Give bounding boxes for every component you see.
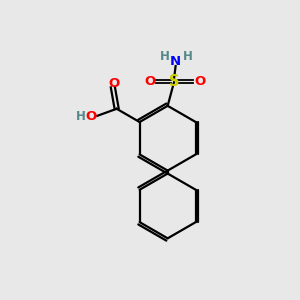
Text: H: H (182, 50, 192, 63)
Text: H: H (160, 50, 170, 63)
Text: S: S (169, 74, 179, 89)
Text: O: O (194, 75, 206, 88)
Text: O: O (85, 110, 96, 123)
Text: H: H (76, 110, 86, 123)
Text: N: N (170, 55, 181, 68)
Text: O: O (109, 77, 120, 90)
Text: O: O (144, 75, 156, 88)
